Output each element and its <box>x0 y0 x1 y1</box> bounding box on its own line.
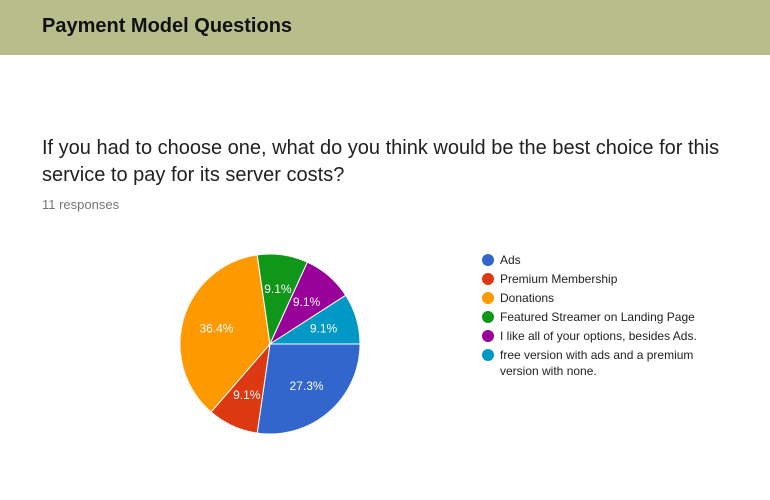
legend-swatch-icon <box>482 330 494 342</box>
legend-swatch-icon <box>482 254 494 266</box>
legend-label: Donations <box>500 291 555 305</box>
pie-label-2: 36.4% <box>199 321 233 335</box>
legend-label: Featured Streamer on Landing Page <box>500 310 695 324</box>
legend-swatch-icon <box>482 349 494 361</box>
legend-item-2: Donations <box>482 290 722 306</box>
legend-label: Premium Membership <box>500 272 618 286</box>
legend-swatch-icon <box>482 273 494 285</box>
legend-label: I like all of your options, besides Ads. <box>500 329 697 343</box>
question-title: If you had to choose one, what do you th… <box>42 137 720 186</box>
legend-item-0: Ads <box>482 252 722 268</box>
chart-legend: Ads Premium Membership Donations Featured S… <box>482 252 722 382</box>
pie-label-0: 27.3% <box>290 379 324 393</box>
legend-label: free version with ads and a premium vers… <box>500 348 694 378</box>
legend-item-1: Premium Membership <box>482 271 722 287</box>
legend-item-5: free version with ads and a premium vers… <box>482 347 722 379</box>
pie-label-5: 9.1% <box>310 321 338 335</box>
legend-swatch-icon <box>482 311 494 323</box>
response-count: 11 responses <box>42 197 120 212</box>
legend-swatch-icon <box>482 292 494 304</box>
pie-slice-5 <box>268 294 361 345</box>
pie-label-4: 9.1% <box>293 295 321 309</box>
pie-slice-2 <box>179 254 271 413</box>
legend-item-3: Featured Streamer on Landing Page <box>482 309 722 325</box>
section-title: Payment Model Questions <box>42 15 293 37</box>
pie-label-1: 9.1% <box>233 388 261 402</box>
legend-item-4: I like all of your options, besides Ads. <box>482 328 722 344</box>
section-header: Payment Model Questions <box>0 0 770 55</box>
legend-label: Ads <box>500 253 521 267</box>
pie-label-3: 9.1% <box>264 282 292 296</box>
pie-slice-0 <box>256 343 361 435</box>
